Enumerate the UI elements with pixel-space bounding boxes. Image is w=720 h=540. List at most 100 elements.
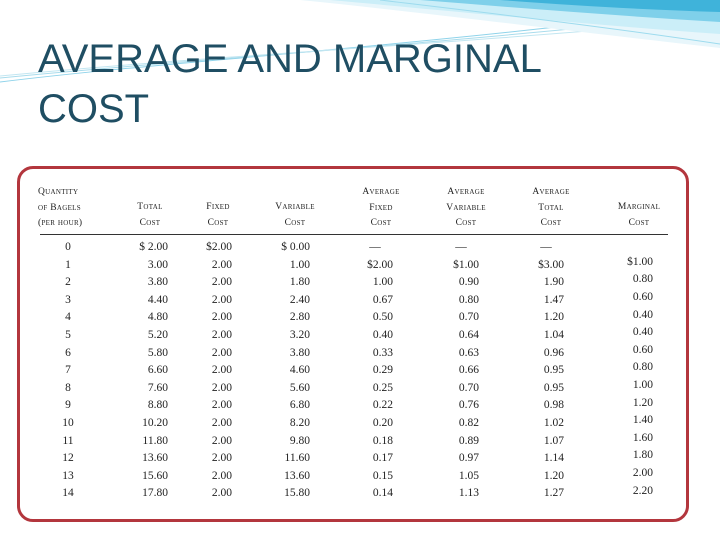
- table-cell-fixed-cost: 2.00: [211, 364, 232, 377]
- cost-table-frame: [17, 166, 689, 522]
- table-cell-quantity: 7: [65, 364, 71, 377]
- header-line: Total: [137, 202, 163, 212]
- table-cell-variable-cost: 5.60: [289, 381, 310, 394]
- table-cell-average-variable-cost: 0.82: [458, 417, 479, 429]
- table-cell-fixed-cost: 2.00: [211, 469, 232, 482]
- table-cell-average-fixed-cost: 0.14: [372, 487, 393, 500]
- table-cell-total-cost: 17.80: [142, 487, 168, 500]
- table-cell-average-fixed-cost: 0.50: [372, 311, 393, 324]
- table-cell-average-total-cost: 1.02: [543, 417, 564, 429]
- table-cell-variable-cost: 15.80: [284, 487, 310, 500]
- table-cell-average-fixed-cost: 0.22: [372, 399, 393, 412]
- table-cell-marginal-cost: 0.80: [632, 273, 653, 286]
- table-cell-quantity: 13: [62, 469, 74, 482]
- table-cell-average-total-cost: 0.95: [543, 381, 564, 394]
- slide-title-line-2: COST: [38, 87, 150, 131]
- header-line: Marginal: [617, 202, 661, 212]
- table-cell-average-fixed-cost: $2.00: [367, 258, 393, 271]
- table-cell-marginal-cost: 1.20: [632, 396, 653, 409]
- table-cell-fixed-cost: 2.00: [211, 258, 232, 271]
- table-cell-average-variable-cost: 0.97: [458, 452, 479, 465]
- table-cell-average-fixed-cost: 0.15: [372, 469, 393, 482]
- table-cell-marginal-cost: 1.60: [632, 431, 653, 444]
- table-cell-average-fixed-cost: 0.33: [372, 346, 393, 359]
- table-cell-average-variable-cost: 0.89: [458, 434, 479, 447]
- table-cell-fixed-cost: 2.00: [211, 346, 232, 359]
- table-cell-average-total-cost: 1.27: [543, 487, 564, 500]
- table-cell-average-variable-cost: 0.64: [458, 329, 479, 341]
- table-cell-average-fixed-cost: 1.00: [372, 276, 393, 289]
- table-cell-total-cost: 13.60: [142, 452, 168, 465]
- header-average-total-cost: Average Total Cost: [506, 185, 596, 232]
- table-cell-quantity: 4: [65, 311, 71, 324]
- table-cell-average-variable-cost: —: [455, 241, 467, 253]
- header-line: Average: [447, 187, 485, 197]
- header-line: of Bagels: [38, 202, 81, 213]
- table-cell-total-cost: 8.80: [147, 399, 168, 412]
- header-line: Average: [362, 187, 400, 197]
- header-line: Average: [532, 187, 570, 197]
- header-average-fixed-cost: Average Fixed Cost: [336, 185, 426, 232]
- table-cell-average-variable-cost: 1.13: [458, 487, 479, 500]
- table-cell-marginal-cost: 1.80: [632, 449, 653, 462]
- header-variable-cost: Variable Cost: [250, 200, 340, 231]
- table-cell-variable-cost: 3.80: [289, 346, 310, 359]
- table-cell-fixed-cost: 2.00: [211, 293, 232, 306]
- table-cell-marginal-cost: 0.40: [632, 326, 653, 339]
- table-cell-quantity: 1: [65, 258, 71, 271]
- table-cell-average-fixed-cost: 0.40: [372, 329, 393, 341]
- header-line: Cost: [370, 218, 392, 228]
- table-cell-total-cost: 4.40: [147, 293, 168, 306]
- slide-title-line-1: AVERAGE AND MARGINAL: [38, 37, 542, 81]
- header-line: Fixed: [369, 202, 393, 213]
- table-cell-average-total-cost: $3.00: [538, 258, 564, 271]
- table-cell-fixed-cost: 2.00: [211, 399, 232, 412]
- table-cell-average-variable-cost: 0.90: [458, 276, 479, 289]
- table-cell-average-total-cost: 1.07: [543, 434, 564, 447]
- table-cell-fixed-cost: $2.00: [206, 241, 232, 253]
- header-line: Variable: [446, 202, 486, 213]
- table-cell-average-total-cost: 1.20: [543, 469, 564, 482]
- table-cell-average-total-cost: 1.90: [543, 276, 564, 289]
- table-cell-marginal-cost: 1.40: [632, 414, 653, 427]
- table-cell-average-fixed-cost: 0.25: [372, 381, 393, 394]
- header-line: Total: [538, 202, 564, 213]
- table-cell-fixed-cost: 2.00: [211, 417, 232, 429]
- header-line: Cost: [284, 217, 306, 228]
- header-marginal-cost: Marginal Cost: [594, 200, 684, 231]
- table-cell-average-variable-cost: 1.05: [458, 469, 479, 482]
- header-line: Cost: [207, 217, 229, 228]
- table-cell-variable-cost: 3.20: [289, 329, 310, 341]
- header-fixed-cost: Fixed Cost: [173, 200, 263, 231]
- table-cell-average-variable-cost: 0.63: [458, 346, 479, 359]
- table-cell-marginal-cost: 2.00: [632, 467, 653, 479]
- header-line: Cost: [455, 218, 477, 228]
- table-cell-marginal-cost: 2.20: [632, 484, 653, 497]
- table-cell-quantity: 5: [65, 329, 71, 341]
- table-cell-total-cost: 3.80: [147, 276, 168, 289]
- table-cell-total-cost: 3.00: [147, 258, 168, 271]
- table-cell-marginal-cost: 0.60: [632, 291, 653, 303]
- header-average-variable-cost: Average Variable Cost: [421, 185, 511, 232]
- table-cell-average-fixed-cost: 0.17: [372, 452, 393, 465]
- table-cell-variable-cost: 13.60: [284, 469, 310, 482]
- table-cell-total-cost: 5.20: [147, 329, 168, 341]
- table-cell-fixed-cost: 2.00: [211, 381, 232, 394]
- table-cell-average-fixed-cost: 0.18: [372, 434, 393, 447]
- header-line: Cost: [139, 217, 161, 228]
- table-cell-average-variable-cost: 0.76: [458, 399, 479, 412]
- table-cell-average-total-cost: 1.20: [543, 311, 564, 324]
- table-cell-fixed-cost: 2.00: [211, 487, 232, 500]
- table-cell-total-cost: 11.80: [142, 434, 168, 447]
- table-cell-fixed-cost: 2.00: [211, 276, 232, 289]
- table-cell-variable-cost: 4.60: [289, 364, 310, 377]
- table-cell-marginal-cost: $1.00: [627, 255, 653, 268]
- header-line: Variable: [275, 202, 315, 212]
- table-cell-average-variable-cost: 0.70: [458, 381, 479, 394]
- header-divider: [40, 234, 668, 235]
- table-cell-average-total-cost: 0.96: [543, 346, 564, 359]
- table-cell-quantity: 8: [65, 381, 71, 394]
- table-cell-average-total-cost: 1.47: [543, 293, 564, 306]
- table-cell-average-fixed-cost: —: [369, 241, 381, 253]
- table-cell-quantity: 0: [65, 241, 71, 253]
